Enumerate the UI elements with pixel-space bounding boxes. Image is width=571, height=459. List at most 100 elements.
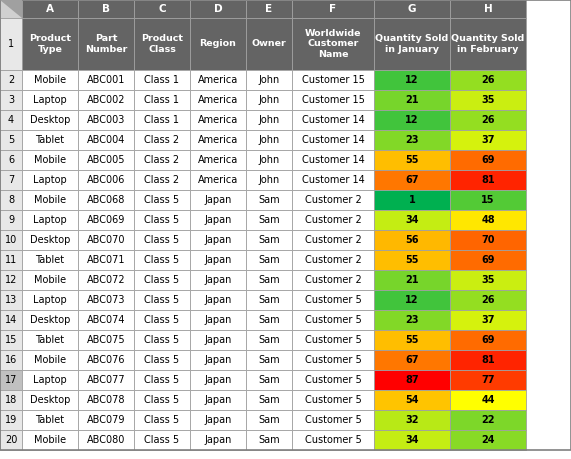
Text: Mobile: Mobile [34,275,66,285]
Text: Japan: Japan [204,235,232,245]
Bar [0,430,22,450]
Text: America: America [198,155,238,165]
Text: Class 2: Class 2 [144,155,179,165]
Bar [374,330,450,350]
Bar [0,350,22,370]
Bar [450,250,526,270]
Bar [374,70,450,90]
Text: Sam: Sam [258,235,280,245]
Text: 8: 8 [8,195,14,205]
Bar [22,130,78,150]
Text: A: A [46,4,54,14]
Text: 81: 81 [481,175,495,185]
Bar [78,18,134,70]
Bar [134,130,190,150]
Bar [134,150,190,170]
Text: ABC072: ABC072 [87,275,125,285]
Text: Sam: Sam [258,395,280,405]
Text: ABC001: ABC001 [87,75,125,85]
Text: Quantity Sold
in January: Quantity Sold in January [375,34,449,54]
Bar [450,410,526,430]
Bar [374,430,450,450]
Bar [190,18,246,70]
Text: Class 5: Class 5 [144,395,179,405]
Bar [22,390,78,410]
Text: Japan: Japan [204,415,232,425]
Text: 15: 15 [5,335,17,345]
Text: 69: 69 [481,155,494,165]
Text: 21: 21 [405,275,419,285]
Text: ABC076: ABC076 [87,355,125,365]
Bar [78,330,134,350]
Bar [22,18,78,70]
Text: Customer 5: Customer 5 [304,435,361,445]
Text: ABC070: ABC070 [87,235,125,245]
Bar [22,230,78,250]
Bar [134,370,190,390]
Bar [78,310,134,330]
Text: 21: 21 [405,95,419,105]
Text: Owner: Owner [252,39,287,49]
Bar [374,18,450,70]
Text: Tablet: Tablet [35,415,65,425]
Bar [78,210,134,230]
Bar [246,290,292,310]
Text: 81: 81 [481,355,495,365]
Text: Class 5: Class 5 [144,295,179,305]
Text: America: America [198,135,238,145]
Bar [134,250,190,270]
Bar [22,330,78,350]
Text: 48: 48 [481,215,495,225]
Text: H: H [484,4,492,14]
Bar [190,350,246,370]
Bar [292,70,374,90]
Bar [78,70,134,90]
Bar [292,390,374,410]
Text: ABC068: ABC068 [87,195,125,205]
Bar [78,250,134,270]
Text: Customer 5: Customer 5 [304,295,361,305]
Bar [190,270,246,290]
Text: 77: 77 [481,375,494,385]
Text: ABC080: ABC080 [87,435,125,445]
Bar [134,430,190,450]
Bar [134,18,190,70]
Text: 12: 12 [5,275,17,285]
Bar [0,210,22,230]
Bar [292,310,374,330]
Bar [0,310,22,330]
Bar [78,150,134,170]
Bar [190,130,246,150]
Bar [246,390,292,410]
Text: Japan: Japan [204,295,232,305]
Bar [246,310,292,330]
Bar [0,330,22,350]
Text: Sam: Sam [258,295,280,305]
Text: 14: 14 [5,315,17,325]
Text: 34: 34 [405,215,419,225]
Text: John: John [258,75,280,85]
Text: 67: 67 [405,355,419,365]
Text: 10: 10 [5,235,17,245]
Bar [292,210,374,230]
Text: ABC078: ABC078 [87,395,125,405]
Bar [292,370,374,390]
Bar [374,410,450,430]
Bar [0,110,22,130]
Bar [190,70,246,90]
Bar [374,250,450,270]
Bar [134,0,190,18]
Text: Laptop: Laptop [33,95,67,105]
Text: 69: 69 [481,335,494,345]
Bar [246,0,292,18]
Text: 23: 23 [405,135,419,145]
Bar [0,410,22,430]
Text: 23: 23 [405,315,419,325]
Text: Desktop: Desktop [30,315,70,325]
Bar [134,330,190,350]
Text: Customer 5: Customer 5 [304,375,361,385]
Bar [134,410,190,430]
Text: 34: 34 [405,435,419,445]
Bar [190,230,246,250]
Bar [374,290,450,310]
